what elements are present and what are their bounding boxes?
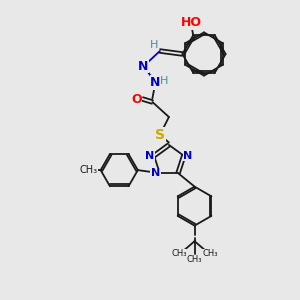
Text: N: N — [151, 168, 160, 178]
Text: CH₃: CH₃ — [171, 249, 187, 258]
Text: N: N — [145, 151, 154, 161]
Text: H: H — [150, 40, 159, 50]
Text: O: O — [131, 92, 142, 106]
Text: S: S — [155, 128, 165, 142]
Text: CH₃: CH₃ — [80, 165, 98, 175]
Text: HO: HO — [181, 16, 202, 29]
Text: CH₃: CH₃ — [202, 249, 218, 258]
Text: N: N — [150, 76, 161, 89]
Text: CH₃: CH₃ — [187, 255, 202, 264]
Text: N: N — [138, 59, 148, 73]
Text: N: N — [183, 151, 193, 161]
Text: H: H — [160, 76, 169, 86]
